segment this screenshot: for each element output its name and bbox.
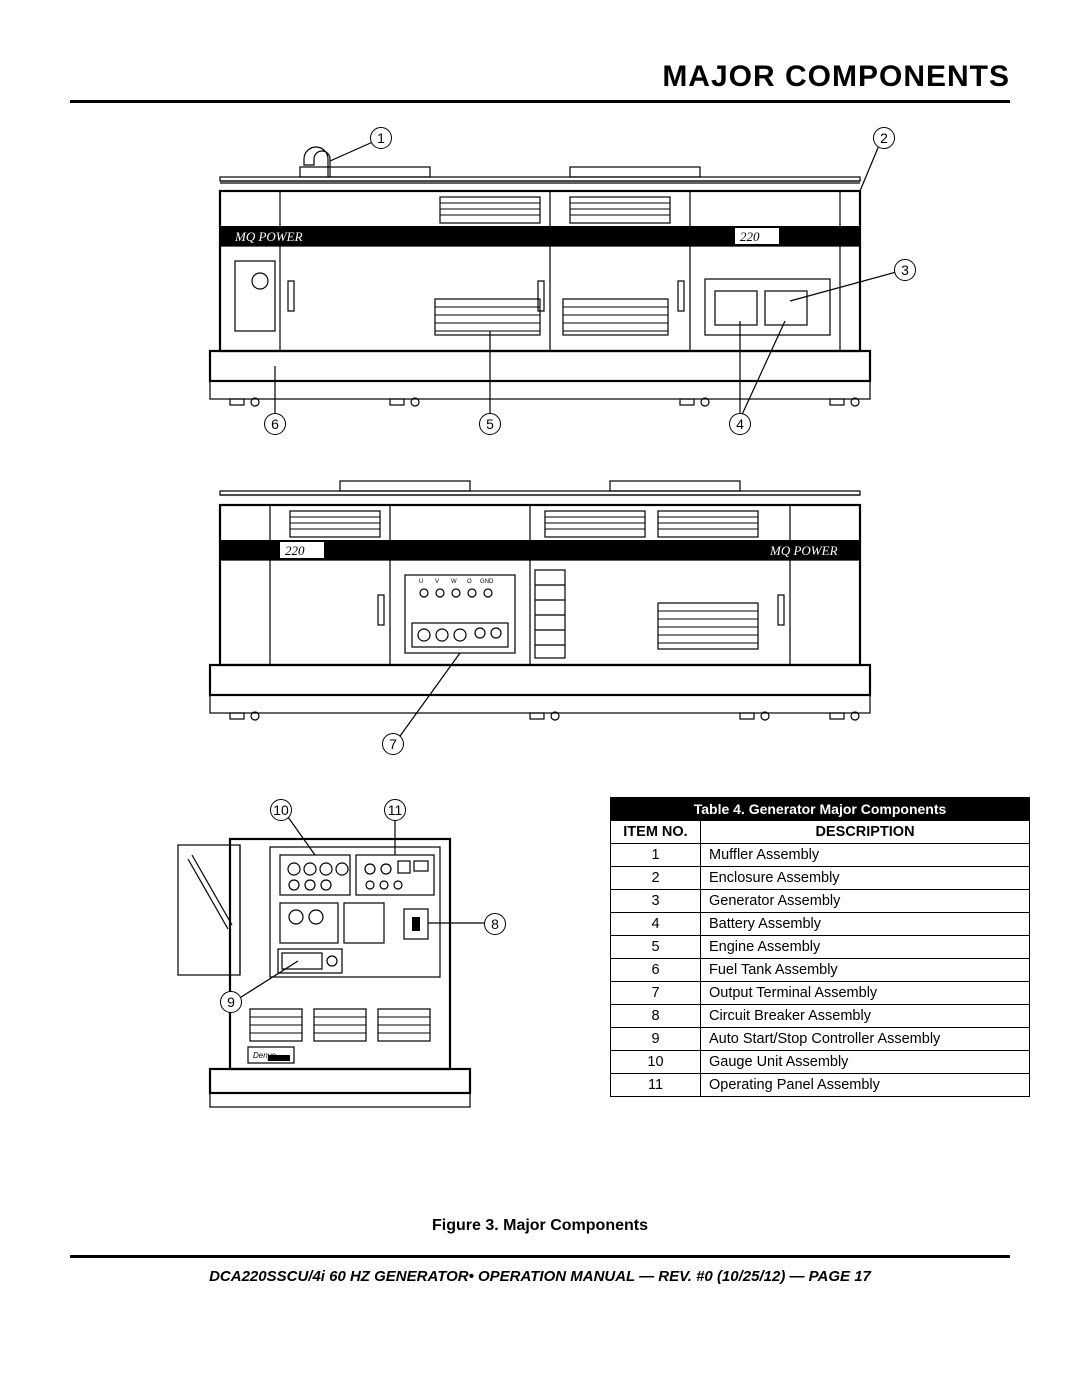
svg-text:MQ POWER: MQ POWER: [769, 543, 838, 558]
page-title: MAJOR COMPONENTS: [70, 60, 1010, 94]
svg-text:W: W: [451, 579, 457, 585]
svg-text:O: O: [467, 579, 472, 585]
svg-text:V: V: [435, 579, 439, 585]
table-row: 6Fuel Tank Assembly: [611, 959, 1030, 982]
svg-text:MQ POWER: MQ POWER: [234, 229, 303, 244]
figure-caption: Figure 3. Major Components: [180, 1217, 900, 1235]
table-row: 3Generator Assembly: [611, 890, 1030, 913]
callout-2: 2: [873, 127, 895, 149]
lower-area: Denyo 10 11 8 9 Table 4. Generator Major…: [180, 789, 900, 1209]
diagram-stack: MQ POWER 220: [180, 131, 900, 1235]
table-row: 5Engine Assembly: [611, 936, 1030, 959]
svg-text:U: U: [419, 579, 423, 585]
table-row: 9Auto Start/Stop Controller Assembly: [611, 1028, 1030, 1051]
table-row: 10Gauge Unit Assembly: [611, 1051, 1030, 1074]
table-row: 8Circuit Breaker Assembly: [611, 1005, 1030, 1028]
callout-1: 1: [370, 127, 392, 149]
callout-4: 4: [729, 413, 751, 435]
svg-text:220: 220: [285, 543, 305, 558]
svg-text:220: 220: [740, 229, 760, 244]
table-row: 1Muffler Assembly: [611, 844, 1030, 867]
bottom-rule: [70, 1255, 1010, 1258]
components-table: Table 4. Generator Major Components ITEM…: [610, 797, 1030, 1097]
table-row: 4Battery Assembly: [611, 913, 1030, 936]
svg-text:GND: GND: [480, 579, 494, 585]
table-caption: Table 4. Generator Major Components: [611, 798, 1030, 821]
callout-5: 5: [479, 413, 501, 435]
callout-8: 8: [484, 913, 506, 935]
callout-11: 11: [384, 799, 406, 821]
table-row: 2Enclosure Assembly: [611, 867, 1030, 890]
end-view: Denyo 10 11 8 9: [170, 799, 510, 1149]
callout-3: 3: [894, 259, 916, 281]
title-rule: [70, 100, 1010, 103]
table-row: 7Output Terminal Assembly: [611, 982, 1030, 1005]
table-row: 11Operating Panel Assembly: [611, 1074, 1030, 1097]
col-desc: DESCRIPTION: [701, 821, 1030, 844]
side-view-top: MQ POWER 220: [180, 131, 900, 451]
callout-9: 9: [220, 991, 242, 1013]
col-item: ITEM NO.: [611, 821, 701, 844]
callout-10: 10: [270, 799, 292, 821]
callout-7: 7: [382, 733, 404, 755]
callout-6: 6: [264, 413, 286, 435]
side-view-middle: 220 MQ POWER U V: [180, 475, 900, 765]
footer-text: DCA220SSCU/4i 60 HZ GENERATOR• OPERATION…: [70, 1268, 1010, 1285]
